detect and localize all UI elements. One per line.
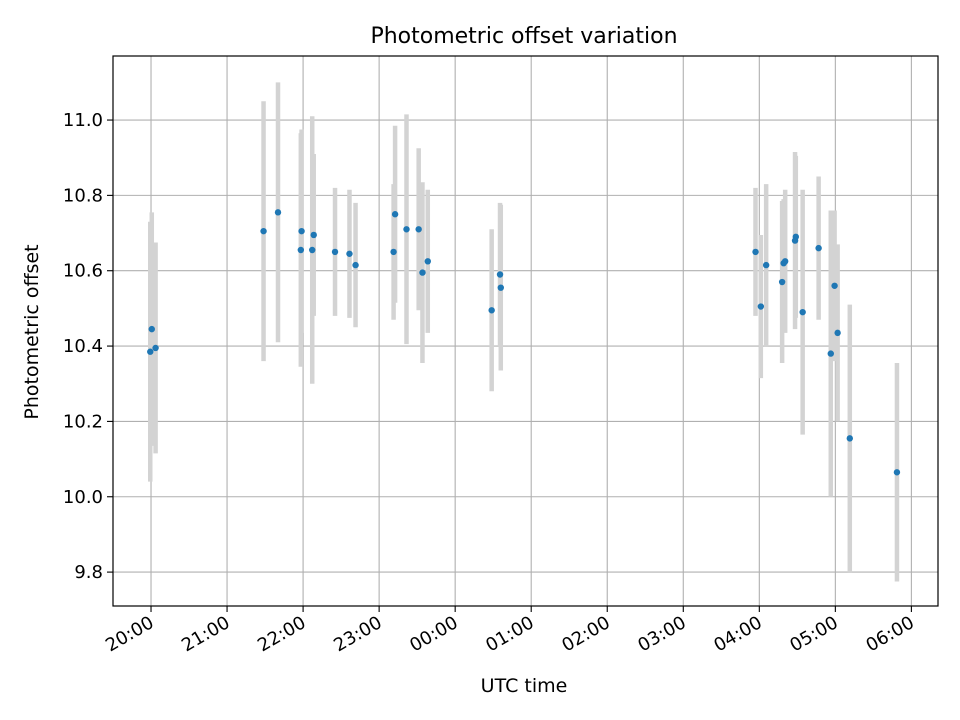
data-point [419,269,426,276]
x-tick-label: 02:00 [558,612,613,656]
y-tick-label: 10.8 [63,185,103,206]
x-tick-label: 03:00 [634,612,689,656]
data-point [260,227,267,235]
x-tick-label: 05:00 [786,612,841,656]
error-bars [148,82,900,582]
data-point [781,258,789,265]
data-point [390,248,397,256]
data-points [147,209,901,476]
x-tick-label: 21:00 [178,612,233,656]
x-tick-label: 01:00 [482,612,537,656]
data-point [147,348,154,355]
data-point [403,226,410,233]
plot-frame [112,55,939,607]
x-tick-label: 20:00 [102,612,157,656]
data-point [309,246,316,254]
data-point [488,307,495,314]
data-point [752,248,759,256]
data-point [148,325,155,333]
data-point [799,308,806,316]
chart-title: Photometric offset variation [370,24,677,49]
y-tick-label: 10.0 [63,487,103,508]
data-point [827,350,834,357]
x-tick-label: 04:00 [710,612,765,656]
data-point [834,329,841,337]
grid-lines [113,56,938,606]
data-point [424,258,431,265]
data-point [274,209,282,216]
y-tick-label: 10.2 [63,411,103,432]
x-axis-title: UTC time [481,675,568,697]
y-axis-ticks: 9.8 10.0 10.2 10.4 10.6 10.8 11.0 [63,110,113,583]
data-point [815,244,822,252]
data-point [310,231,317,239]
data-point [391,211,399,218]
data-point [352,261,359,269]
data-point [346,250,353,257]
data-point [331,248,339,256]
data-point [846,435,853,442]
x-tick-label: 06:00 [862,612,917,656]
x-tick-label: 00:00 [406,612,461,656]
y-tick-label: 10.6 [63,261,103,282]
data-point [298,227,305,235]
y-tick-label: 11.0 [63,110,103,131]
x-axis-ticks: 20:00 21:00 22:00 23:00 00:00 01:00 02:00 03:00… [102,606,918,656]
x-tick-label: 23:00 [330,612,385,656]
y-tick-label: 9.8 [74,562,103,583]
data-point [152,344,159,352]
data-point [762,261,770,269]
y-tick-label: 10.4 [63,336,103,357]
data-point [893,469,901,476]
data-point [297,246,305,254]
data-point [496,271,504,278]
data-point [415,226,422,233]
data-point [757,303,765,310]
data-point [497,284,504,291]
data-point [831,282,838,289]
data-point [778,278,786,286]
x-tick-label: 22:00 [254,612,309,656]
y-axis-title: Photometric offset [21,244,43,419]
data-point [792,233,800,241]
